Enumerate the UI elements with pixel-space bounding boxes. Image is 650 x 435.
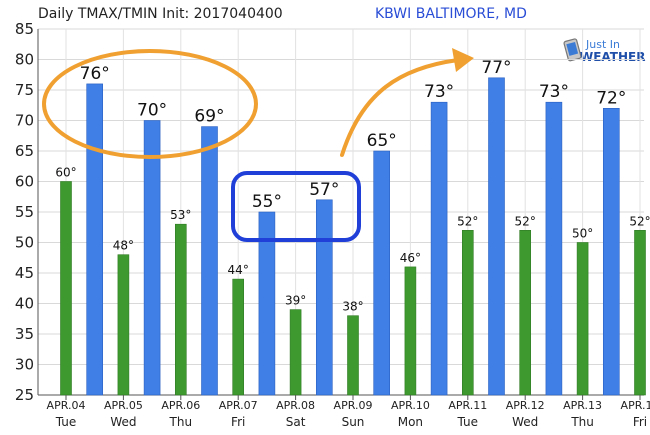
y-tick-label: 75 (15, 81, 34, 99)
tmax-bar (545, 101, 563, 396)
x-day-label: Sun (342, 415, 365, 429)
x-date-label: APR.06 (161, 399, 200, 412)
y-tick-label: 80 (15, 51, 34, 69)
value-labels: 60° 76° 48° 70° 53° 69° 44° 55° 39° 57° 38° 65° 46° 7… (55, 58, 650, 314)
tmin-label: 53° (170, 208, 191, 222)
tmin-bar (60, 181, 72, 396)
tmax-label: 70° (137, 101, 167, 121)
logo-line1: Just In (585, 38, 620, 51)
x-date-label: APR.05 (104, 399, 143, 412)
x-day-label: Wed (110, 415, 136, 429)
tmin-bar (576, 242, 589, 396)
y-tick-label: 50 (15, 234, 34, 252)
tmax-bar (86, 83, 103, 396)
tmax-label: 57° (309, 180, 339, 200)
orange-arrow-annotation (340, 58, 460, 157)
tmax-bar (201, 126, 218, 396)
y-tick-label: 55 (15, 203, 34, 221)
x-day-label: Thu (169, 415, 193, 429)
x-day-label: Fri (231, 415, 245, 429)
x-day-label: Tue (55, 415, 77, 429)
orange-arrow-head (452, 48, 474, 72)
tmax-label: 65° (367, 131, 397, 151)
x-day-label: Tue (457, 415, 479, 429)
tmin-label: 52° (515, 214, 536, 228)
x-day-label: Fri (633, 415, 647, 429)
tmin-label: 48° (113, 239, 134, 253)
tmax-bar (258, 211, 276, 396)
tmax-bar (143, 120, 161, 396)
tmax-label: 77° (481, 58, 511, 78)
x-date-label: APR.04 (47, 399, 86, 412)
y-tick-label: 65 (15, 142, 34, 160)
x-tick-labels: APR.04 Tue APR.05 Wed APR.06 Thu APR.07 Fri APR.… (47, 395, 650, 429)
tmin-label: 52° (457, 214, 478, 228)
tablet-icon (563, 38, 582, 62)
x-date-label: APR.12 (506, 399, 545, 412)
x-date-label: APR.08 (276, 399, 315, 412)
x-day-label: Sat (286, 415, 306, 429)
tmin-label: 44° (228, 263, 249, 277)
logo-line2: WEATHER (580, 50, 645, 64)
tmin-label: 39° (285, 294, 306, 308)
tmin-bar (347, 315, 359, 396)
tmin-bar (289, 309, 302, 396)
x-date-label: APR.11 (448, 399, 487, 412)
x-date-label: APR.13 (563, 399, 602, 412)
y-tick-label: 30 (15, 356, 34, 374)
y-tick-labels: 25 30 35 40 45 50 55 60 65 70 75 80 85 (15, 20, 34, 404)
y-tick-label: 70 (15, 112, 34, 130)
just-in-weather-logo: Just In WEATHER (563, 38, 645, 64)
tmax-label: 69° (194, 107, 224, 127)
tmax-label: 72° (596, 88, 626, 108)
tmin-bar (634, 230, 646, 396)
tmax-label: 76° (80, 64, 110, 84)
y-tick-label: 40 (15, 295, 34, 313)
orange-ellipse-annotation (42, 49, 258, 159)
x-day-label: Thu (570, 415, 594, 429)
tmin-label: 60° (55, 166, 76, 180)
station-name: KBWI BALTIMORE, MD (375, 6, 527, 22)
tmin-bar (175, 223, 187, 396)
x-date-label: APR.07 (219, 399, 258, 412)
y-tick-label: 60 (15, 173, 34, 191)
grid (37, 28, 644, 396)
blue-box-annotation (231, 171, 361, 242)
y-tick-label: 85 (15, 20, 34, 38)
tmax-label: 73° (424, 82, 454, 102)
y-tick-label: 35 (15, 325, 34, 343)
annotations (42, 48, 474, 242)
tmin-label: 52° (629, 214, 650, 228)
bars (60, 77, 646, 396)
tmin-bar (232, 278, 244, 396)
y-tick-label: 25 (15, 386, 34, 404)
y-tick-label: 45 (15, 264, 34, 282)
tmax-label: 73° (539, 82, 569, 102)
tmax-bar (602, 108, 620, 396)
x-date-label: APR.10 (391, 399, 430, 412)
x-date-label: APR.09 (334, 399, 373, 412)
tmin-bar (117, 254, 130, 396)
x-day-label: Wed (512, 415, 538, 429)
tmax-bar (488, 77, 505, 396)
tmin-label: 38° (342, 300, 363, 314)
tmin-bar (461, 230, 474, 396)
x-day-label: Mon (398, 415, 423, 429)
tmax-bar (315, 199, 333, 396)
tmin-label: 50° (572, 227, 593, 241)
tmin-bar (519, 230, 532, 396)
tmin-bar (404, 266, 417, 396)
tmax-bar (430, 101, 448, 396)
tmax-bar (373, 150, 391, 396)
tmin-label: 46° (400, 251, 421, 265)
chart-title: Daily TMAX/TMIN Init: 2017040400 (38, 6, 283, 22)
x-date-label: APR.14 (621, 399, 650, 412)
tmax-label: 55° (252, 192, 282, 212)
